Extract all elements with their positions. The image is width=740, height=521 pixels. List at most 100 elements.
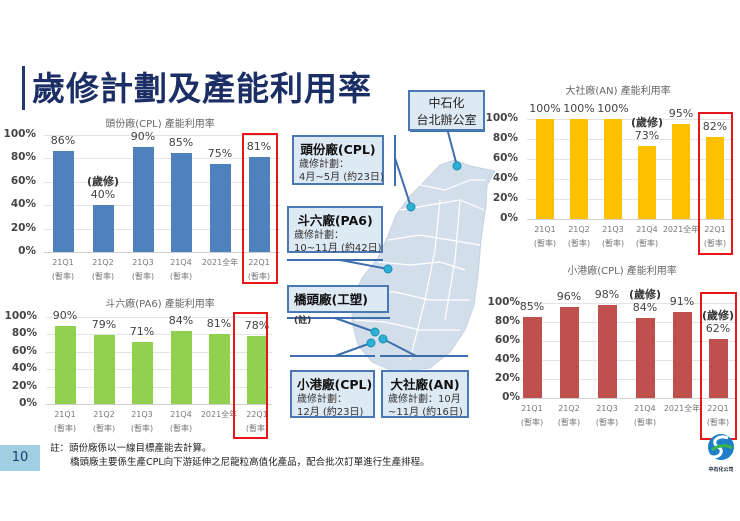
category-line: 21Q1 [54,410,76,419]
category-line: 22Q1 [248,258,270,267]
douliu-gridline [46,351,272,353]
douliu-plan-label: 歲修計劃： [294,230,344,241]
douliu-category-label: 21Q3 (暫率) [131,408,153,436]
marker-toufen [406,202,416,212]
box-qiaotou: 橋頭廠(工塑) (註) [287,285,389,326]
douliu-chart-title: 斗六廠(PA6) 產能利用率 [105,299,215,310]
dashe-bar [536,119,554,219]
toufen-value-label: 86% [50,134,76,148]
title-accent-bar [22,66,25,110]
footnote-1: 註：頭份廠係以一線目標產能去計算。 [50,443,212,454]
xiaogang-ytick: 20% [494,372,520,384]
toufen-plan-label: 歲修計劃： [299,159,349,170]
dashe-x-axis [527,219,734,220]
douliu-value-label: 90% [52,308,78,322]
dashe-bar [570,119,588,219]
douliu-name: 斗六廠(PA6) [297,213,373,228]
category-line: 2021全年 [663,404,701,413]
douliu-ytick: 100% [4,310,37,322]
category-line: (暫率) [567,239,591,248]
douliu-highlight-box [233,312,268,439]
category-line: (暫率) [51,272,75,281]
toufen-gridline [44,181,280,183]
xiaogang-ytick: 40% [494,353,520,365]
xiaogang-value-label: 85% [519,300,545,314]
dashe-category-label: 21Q3 (暫率) [602,223,624,251]
xiaogang-value-label: 62% [705,322,731,336]
xiaogang-gridline [521,360,736,361]
toufen-gridline [44,228,280,230]
xiaogang-gridline [521,303,736,304]
xiaogang-ytick: 60% [494,334,520,346]
category-line: 2021全年 [200,410,238,419]
xiaogang-chart-title: 小港廠(CPL) 產能利用率 [567,266,677,277]
douliu-value-label: 84% [168,313,194,327]
douliu-ytick: 80% [11,327,37,340]
toufen-x-axis [44,252,280,253]
xiaogang-category-label: 21Q3 (暫率) [596,402,618,430]
category-line: 21Q3 [131,410,153,419]
connector-lines [287,130,485,357]
douliu-ytick: 20% [11,379,37,392]
douliu-gridline [46,317,272,318]
xiaogang-bar [559,306,579,398]
dashe-bar [638,146,656,219]
douliu-x-axis [46,404,272,405]
marker-taipei [452,161,462,171]
dashe-category-label: 22Q1 (暫率) [704,223,726,251]
toufen-bar [170,152,192,252]
category-line: 21Q1 [52,258,74,267]
toufen-ytick: 80% [10,151,36,164]
toufen-value-label: 81% [246,140,272,154]
dashe-category-label: 21Q1 (暫率) [534,223,556,251]
toufen-ytick: 60% [10,174,36,187]
category-line: (暫率) [53,424,77,433]
xiaogang-value-label: 96% [556,289,582,303]
toufen-value-label: 85% [168,135,194,149]
plant-markers [366,161,462,348]
dashe-value-label: 100% [563,102,595,115]
category-line: (暫率) [601,239,625,248]
xiaogang-gridline [521,322,736,323]
category-line: 2021全年 [662,225,700,234]
douliu-category-label: 2021全年 [201,408,237,436]
toufen-bar [248,157,270,252]
box-xiaogang: 小港廠(CPL) 歲修計劃： 12月 (約23日) [290,370,375,418]
xiaogang-category-label: 2021全年 [664,402,700,430]
toufen-plan: 4月~5月 (約23日) [299,172,384,183]
category-line: 21Q2 [92,258,114,267]
category-line: 21Q2 [558,404,580,413]
dashe-chart-title: 大社廠(AN) 產能利用率 [565,86,671,97]
category-line: (暫率) [247,272,271,281]
box-toufen: 頭份廠(CPL) 歲修計劃： 4月~5月 (約23日) [292,135,384,185]
toufen-ytick: 0% [18,245,36,257]
toufen-category-label: 21Q1 (暫率) [52,256,74,284]
xiaogang-plan-label: 歲修計劃： [297,394,347,405]
dashe-bar [604,119,622,219]
douliu-gridline [46,369,272,371]
category-line: 21Q3 [596,404,618,413]
dashe-highlight-box [698,112,733,255]
toufen-ytick: 100% [3,128,36,140]
toufen-category-label: 21Q2 (暫率) [92,256,114,284]
category-line: 22Q1 [704,225,726,234]
category-line: (暫率) [92,424,116,433]
logo-icon [708,434,734,460]
category-line: (暫率) [130,424,154,433]
douliu-value-label: 81% [206,316,232,330]
category-line: (暫率) [131,272,155,281]
toufen-bar [92,205,114,252]
xiaogang-ytick: 80% [494,315,520,327]
dashe-ytick: 40% [492,172,518,184]
douliu-ytick: 0% [19,397,37,409]
douliu-value-label: 78% [244,319,270,333]
dashe-ytick: 100% [485,112,518,124]
category-line: 21Q1 [521,404,543,413]
xiaogang-ytick: 0% [502,391,520,403]
company-logo: 中石化公司 [704,432,738,473]
douliu-value-label: 71% [129,325,155,339]
marker-xiaogang [366,338,376,348]
dashe-bar [706,137,724,219]
xiaogang-gridline [521,341,736,342]
